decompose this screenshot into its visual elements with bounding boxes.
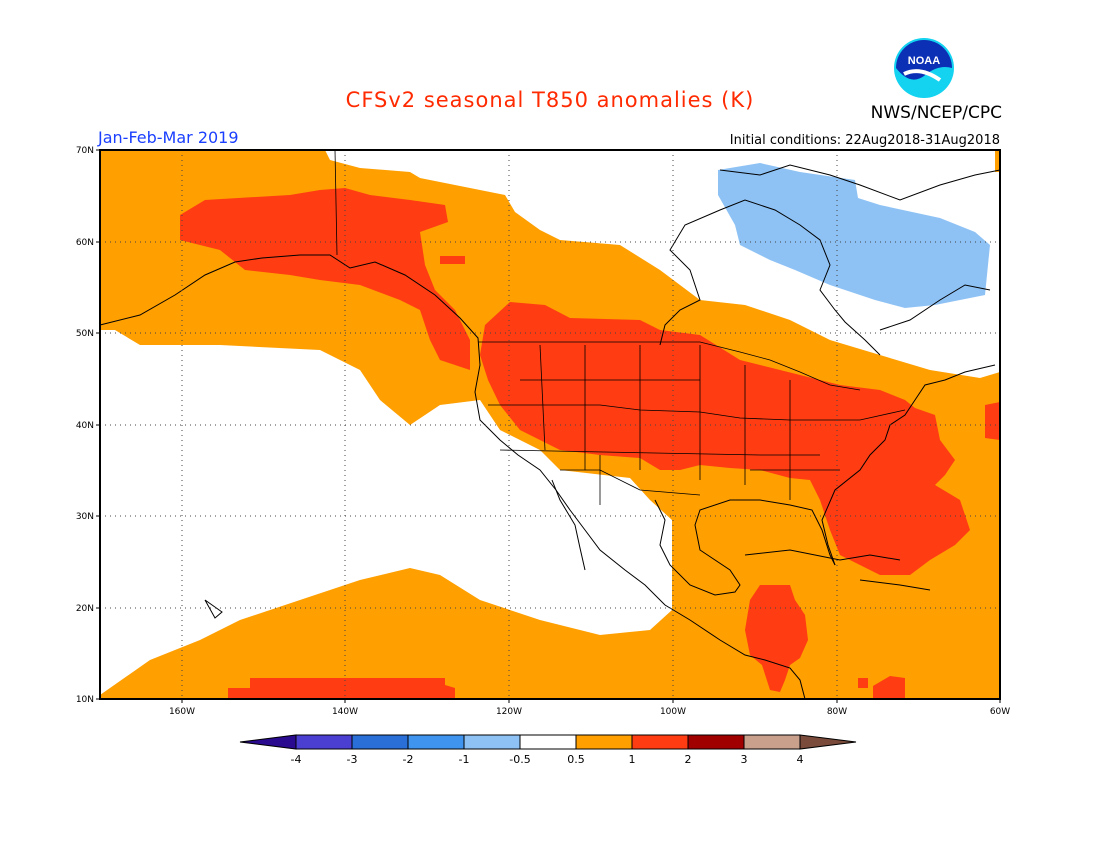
colorbar-label: -4 — [291, 753, 302, 766]
colorbar-label: -0.5 — [509, 753, 530, 766]
colorbar-segment — [295, 734, 353, 750]
colorbar-label: 2 — [685, 753, 692, 766]
lon-label: 120W — [496, 707, 522, 717]
colorbar-segment — [687, 734, 745, 750]
logo-text: NOAA — [908, 55, 940, 67]
organization-label: NWS/NCEP/CPC — [870, 103, 1002, 123]
longitude-labels: 160W 140W 120W 100W 80W 60W — [169, 707, 1010, 717]
chart-title: CFSv2 seasonal T850 anomalies (K) — [345, 88, 755, 112]
colorbar-label: 1 — [629, 753, 636, 766]
colorbar-label: 0.5 — [567, 753, 585, 766]
colorbar-label: -2 — [403, 753, 414, 766]
colorbar: -4 -3 -2 -1 -0.5 0.5 1 2 3 4 — [239, 734, 857, 766]
lat-label: 30N — [76, 512, 94, 522]
anomaly-region-neg1-neg0p5 — [718, 163, 990, 308]
lon-label: 140W — [332, 707, 358, 717]
anomaly-region-neutral — [100, 345, 660, 690]
coastlines — [99, 164, 1001, 700]
initial-conditions-label: Initial conditions: 22Aug2018-31Aug2018 — [729, 133, 1000, 148]
colorbar-segment — [631, 734, 689, 750]
latitude-labels: 70N 60N 50N 40N 30N 20N 10N — [76, 146, 94, 705]
lon-label: 160W — [169, 707, 195, 717]
graticule — [100, 150, 1000, 699]
lat-label: 70N — [76, 146, 94, 156]
colorbar-segment — [743, 734, 801, 750]
lat-label: 40N — [76, 421, 94, 431]
lat-label: 20N — [76, 604, 94, 614]
season-label: Jan-Feb-Mar 2019 — [98, 128, 239, 147]
lat-label: 50N — [76, 329, 94, 339]
lat-label: 10N — [76, 695, 94, 705]
colorbar-label: 4 — [797, 753, 804, 766]
lon-label: 80W — [827, 707, 847, 717]
colorbar-label: 3 — [741, 753, 748, 766]
anomaly-region-1-2 — [180, 188, 1000, 699]
colorbar-segment — [351, 734, 409, 750]
lon-label: 60W — [990, 707, 1010, 717]
colorbar-segment — [575, 734, 633, 750]
lon-label: 100W — [660, 707, 686, 717]
noaa-logo-icon: NOAA — [894, 38, 954, 98]
colorbar-segment — [407, 734, 465, 750]
colorbar-label: -3 — [347, 753, 358, 766]
colorbar-segment — [463, 734, 521, 750]
colorbar-segment — [519, 734, 577, 750]
colorbar-segment — [799, 734, 857, 750]
colorbar-label: -1 — [459, 753, 470, 766]
colorbar-segment — [239, 734, 297, 750]
axis-ticks — [96, 149, 1001, 703]
lat-label: 60N — [76, 238, 94, 248]
